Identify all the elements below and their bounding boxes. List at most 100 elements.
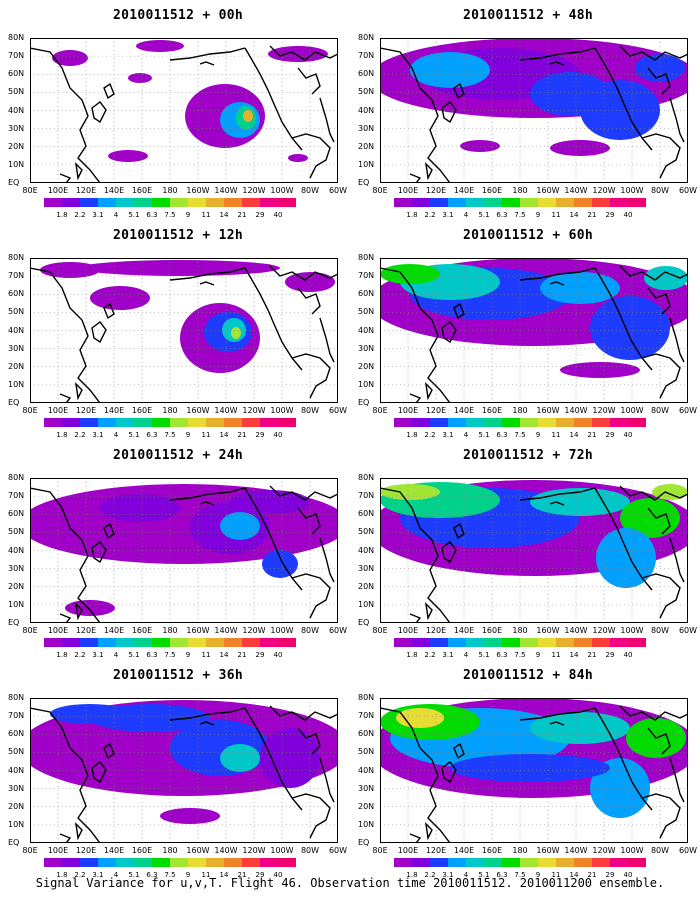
lat-tick-label: 60N bbox=[358, 729, 375, 739]
colorbar-swatch bbox=[206, 418, 224, 427]
lat-tick-label: 10N bbox=[8, 159, 25, 169]
lat-tick-label: 70N bbox=[358, 51, 375, 61]
variance-contour bbox=[590, 758, 650, 818]
colorbar-swatch bbox=[170, 638, 188, 647]
lat-tick-label: 70N bbox=[358, 711, 375, 721]
lon-tick-label: 140W bbox=[564, 626, 588, 635]
coastline bbox=[30, 487, 101, 623]
coastline bbox=[291, 573, 331, 619]
colorbar-tick-label: 7.5 bbox=[164, 651, 176, 659]
colorbar-swatch bbox=[98, 638, 116, 647]
coastline bbox=[297, 507, 321, 535]
lat-tick-label: 30N bbox=[358, 343, 375, 353]
coastline bbox=[549, 721, 565, 726]
lon-tick-label: 160W bbox=[536, 406, 560, 415]
coastline bbox=[59, 173, 72, 183]
lat-tick-label: 40N bbox=[8, 545, 25, 555]
colorbar-tick-label: 6.3 bbox=[496, 211, 508, 219]
colorbar-tick-label: 29 bbox=[605, 431, 615, 439]
lon-tick-label: 120W bbox=[592, 406, 616, 415]
colorbar-tick-label: 7.5 bbox=[514, 211, 526, 219]
variance-contour bbox=[128, 73, 152, 83]
coastline bbox=[641, 793, 681, 839]
variance-map-svg bbox=[30, 698, 338, 843]
colorbar-tick-label: 4 bbox=[113, 211, 119, 219]
coastline bbox=[169, 267, 246, 281]
colorbar-tick-label: 14 bbox=[569, 651, 579, 659]
colorbar-tick-label: 9 bbox=[535, 871, 541, 879]
lon-tick-label: 80W bbox=[300, 186, 320, 195]
lat-tick-label: EQ bbox=[8, 398, 20, 407]
lon-tick-label: 140E bbox=[103, 846, 125, 855]
colorbar-swatch bbox=[448, 858, 466, 867]
variance-contour bbox=[231, 327, 241, 339]
colorbar-tick-label: 11 bbox=[201, 431, 211, 439]
lon-tick-label: 140W bbox=[214, 186, 238, 195]
lon-tick-label: 100W bbox=[620, 406, 644, 415]
variance-contour bbox=[560, 362, 640, 378]
lat-tick-label: 50N bbox=[358, 747, 375, 757]
variance-contour bbox=[268, 46, 328, 62]
colorbar-swatch bbox=[278, 198, 296, 207]
coastline bbox=[519, 707, 596, 721]
colorbar-swatch bbox=[224, 638, 242, 647]
colorbar-tick-label: 1.8 bbox=[406, 211, 418, 219]
variance-map-svg bbox=[380, 38, 688, 183]
lon-tick-label: 80E bbox=[22, 846, 38, 855]
lat-tick-label: 20N bbox=[358, 801, 375, 811]
colorbar-swatch bbox=[242, 418, 260, 427]
colorbar-swatch bbox=[610, 418, 628, 427]
variance-contour bbox=[380, 484, 440, 500]
lon-tick-label: 100E bbox=[397, 186, 419, 195]
colorbar-tick-label: 1.8 bbox=[56, 871, 68, 879]
lon-tick-label: 140E bbox=[453, 186, 475, 195]
lon-tick-label: 80W bbox=[300, 406, 320, 415]
coastline bbox=[669, 317, 685, 363]
colorbar-swatch bbox=[170, 858, 188, 867]
coastline bbox=[103, 742, 115, 760]
colorbar-tick-label: 14 bbox=[569, 211, 579, 219]
colorbar-swatch bbox=[484, 638, 502, 647]
lat-tick-label: 10N bbox=[8, 819, 25, 829]
coastline bbox=[291, 133, 331, 179]
coastline bbox=[453, 82, 465, 100]
coastline bbox=[59, 393, 72, 403]
coastline bbox=[647, 67, 671, 95]
variance-contour bbox=[220, 744, 260, 772]
lat-tick-label: 20N bbox=[358, 581, 375, 591]
lat-tick-label: 20N bbox=[8, 801, 25, 811]
coastline bbox=[297, 67, 321, 95]
colorbar-swatch bbox=[610, 858, 628, 867]
colorbar-swatch bbox=[278, 418, 296, 427]
colorbar-tick-label: 3.1 bbox=[92, 211, 104, 219]
lat-tick-label: 10N bbox=[358, 819, 375, 829]
lon-tick-label: 140W bbox=[214, 846, 238, 855]
lat-tick-label: 50N bbox=[8, 527, 25, 537]
lat-tick-label: 20N bbox=[358, 361, 375, 371]
panel-title: 2010011512 + 84h bbox=[462, 668, 594, 683]
map-panel: 2010011512 + 60h 80N 70N 60N 50N 40N 30N 20N 10N… bbox=[358, 228, 698, 439]
colorbar-tick-label: 9 bbox=[185, 211, 191, 219]
coastline bbox=[647, 507, 671, 535]
colorbar-tick-label: 7.5 bbox=[164, 871, 176, 879]
lat-tick-label: 10N bbox=[358, 379, 375, 389]
lon-tick-label: 180 bbox=[512, 626, 528, 635]
colorbar-swatch bbox=[242, 858, 260, 867]
coastline bbox=[103, 522, 115, 540]
map-panel: 2010011512 + 72h 80N 70N 60N 50N 40N 30N 20N 10N… bbox=[358, 448, 698, 659]
colorbar-swatch bbox=[484, 858, 502, 867]
colorbar bbox=[394, 858, 646, 868]
colorbar-swatch bbox=[538, 858, 556, 867]
lat-tick-label: 40N bbox=[358, 765, 375, 775]
lon-tick-label: 140E bbox=[103, 626, 125, 635]
colorbar-tick-label: 1.8 bbox=[406, 871, 418, 879]
lat-tick-label: 60N bbox=[8, 729, 25, 739]
colorbar bbox=[44, 418, 296, 428]
variance-map bbox=[380, 258, 688, 403]
variance-contour bbox=[380, 264, 440, 284]
coastline bbox=[409, 833, 422, 843]
colorbar-tick-label: 14 bbox=[219, 651, 229, 659]
lat-tick-label: 50N bbox=[358, 87, 375, 97]
lon-tick-label: 180 bbox=[162, 186, 178, 195]
variance-contour bbox=[635, 54, 685, 82]
